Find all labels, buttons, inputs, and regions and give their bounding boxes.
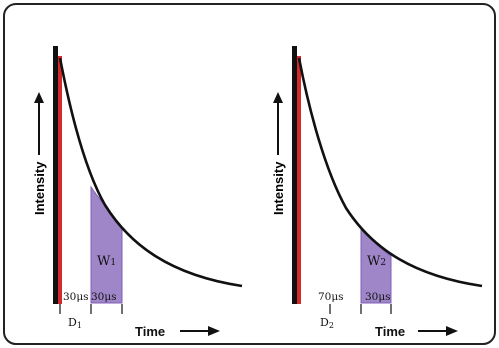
intensity-label-left: Intensity: [32, 161, 47, 215]
delay-symbol-d2: D2: [320, 316, 334, 330]
time-arrowhead-right: [446, 326, 458, 336]
decay-curve-right: [297, 57, 483, 288]
time-arrowhead-left: [208, 326, 220, 336]
intensity-label-right: Intensity: [271, 161, 286, 215]
window-duration-label-left: 30μs: [91, 291, 117, 303]
delay-symbol-d1: D1: [68, 316, 82, 330]
intensity-arrowhead-left: [34, 92, 44, 103]
excitation-pulse-black-right: [292, 46, 297, 304]
excitation-pulse-black: [53, 46, 58, 304]
time-label-right: Time: [375, 324, 405, 339]
excitation-pulse-red: [58, 56, 62, 304]
window-duration-label-right: 30μs: [365, 291, 391, 303]
panel-right: Intensity 70μs 30μs W2 D2 Time: [271, 46, 483, 339]
delay-duration-label-left: 30μs: [63, 291, 89, 303]
panel-left: Intensity 30μs 30μs W1 D1 Time: [32, 46, 243, 339]
time-label-left: Time: [135, 324, 165, 339]
excitation-pulse-red-right: [297, 56, 301, 304]
intensity-arrowhead-right: [273, 92, 283, 103]
delay-duration-label-right: 70μs: [318, 291, 344, 303]
window-symbol-w1: W1: [97, 254, 116, 269]
window-symbol-w2: W2: [367, 254, 386, 269]
decay-curve-left: [58, 57, 243, 288]
